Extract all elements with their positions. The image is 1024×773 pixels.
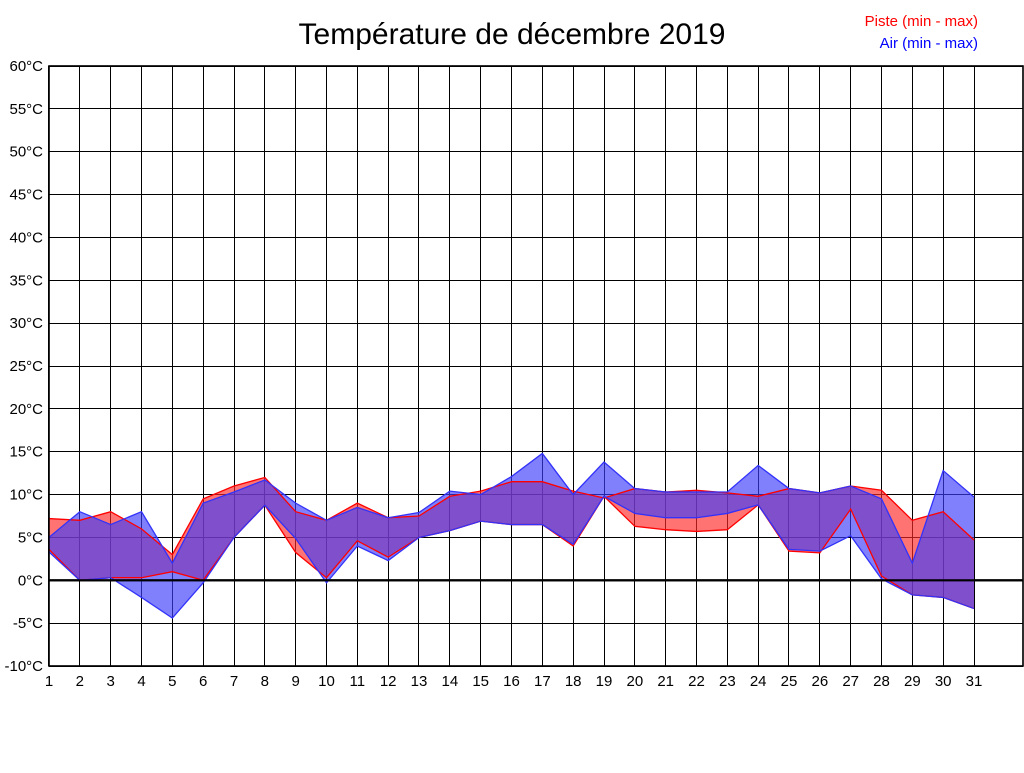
svg-text:23: 23 (719, 673, 736, 690)
svg-text:60°C: 60°C (9, 58, 43, 75)
svg-text:6: 6 (199, 673, 207, 690)
svg-text:24: 24 (750, 673, 767, 690)
svg-text:30: 30 (935, 673, 952, 690)
svg-text:16: 16 (503, 673, 520, 690)
svg-text:12: 12 (380, 673, 397, 690)
svg-text:0°C: 0°C (18, 572, 43, 589)
svg-text:10: 10 (318, 673, 335, 690)
svg-text:9: 9 (291, 673, 299, 690)
svg-text:35°C: 35°C (9, 272, 43, 289)
svg-text:10°C: 10°C (9, 487, 43, 504)
svg-text:26: 26 (811, 673, 828, 690)
svg-text:25°C: 25°C (9, 358, 43, 375)
svg-text:20: 20 (626, 673, 643, 690)
svg-text:-10°C: -10°C (4, 658, 43, 675)
svg-text:14: 14 (441, 673, 458, 690)
svg-text:55°C: 55°C (9, 101, 43, 118)
svg-text:40°C: 40°C (9, 229, 43, 246)
svg-text:31: 31 (966, 673, 983, 690)
svg-text:13: 13 (411, 673, 428, 690)
svg-text:5°C: 5°C (18, 529, 43, 546)
svg-text:15: 15 (472, 673, 489, 690)
svg-text:50°C: 50°C (9, 144, 43, 161)
svg-text:30°C: 30°C (9, 315, 43, 332)
svg-text:11: 11 (350, 673, 366, 690)
svg-text:4: 4 (137, 673, 145, 690)
svg-text:2: 2 (76, 673, 84, 690)
svg-text:8: 8 (261, 673, 269, 690)
svg-text:7: 7 (230, 673, 238, 690)
svg-text:27: 27 (842, 673, 859, 690)
svg-text:17: 17 (534, 673, 551, 690)
svg-text:25: 25 (781, 673, 798, 690)
svg-text:22: 22 (688, 673, 705, 690)
svg-text:29: 29 (904, 673, 921, 690)
svg-text:15°C: 15°C (9, 444, 43, 461)
svg-text:19: 19 (596, 673, 613, 690)
svg-text:28: 28 (873, 673, 890, 690)
svg-text:18: 18 (565, 673, 582, 690)
svg-text:20°C: 20°C (9, 401, 43, 418)
svg-text:5: 5 (168, 673, 176, 690)
svg-text:1: 1 (45, 673, 53, 690)
svg-text:45°C: 45°C (9, 187, 43, 204)
svg-text:21: 21 (657, 673, 674, 690)
svg-text:3: 3 (106, 673, 114, 690)
svg-text:-5°C: -5°C (13, 615, 43, 632)
